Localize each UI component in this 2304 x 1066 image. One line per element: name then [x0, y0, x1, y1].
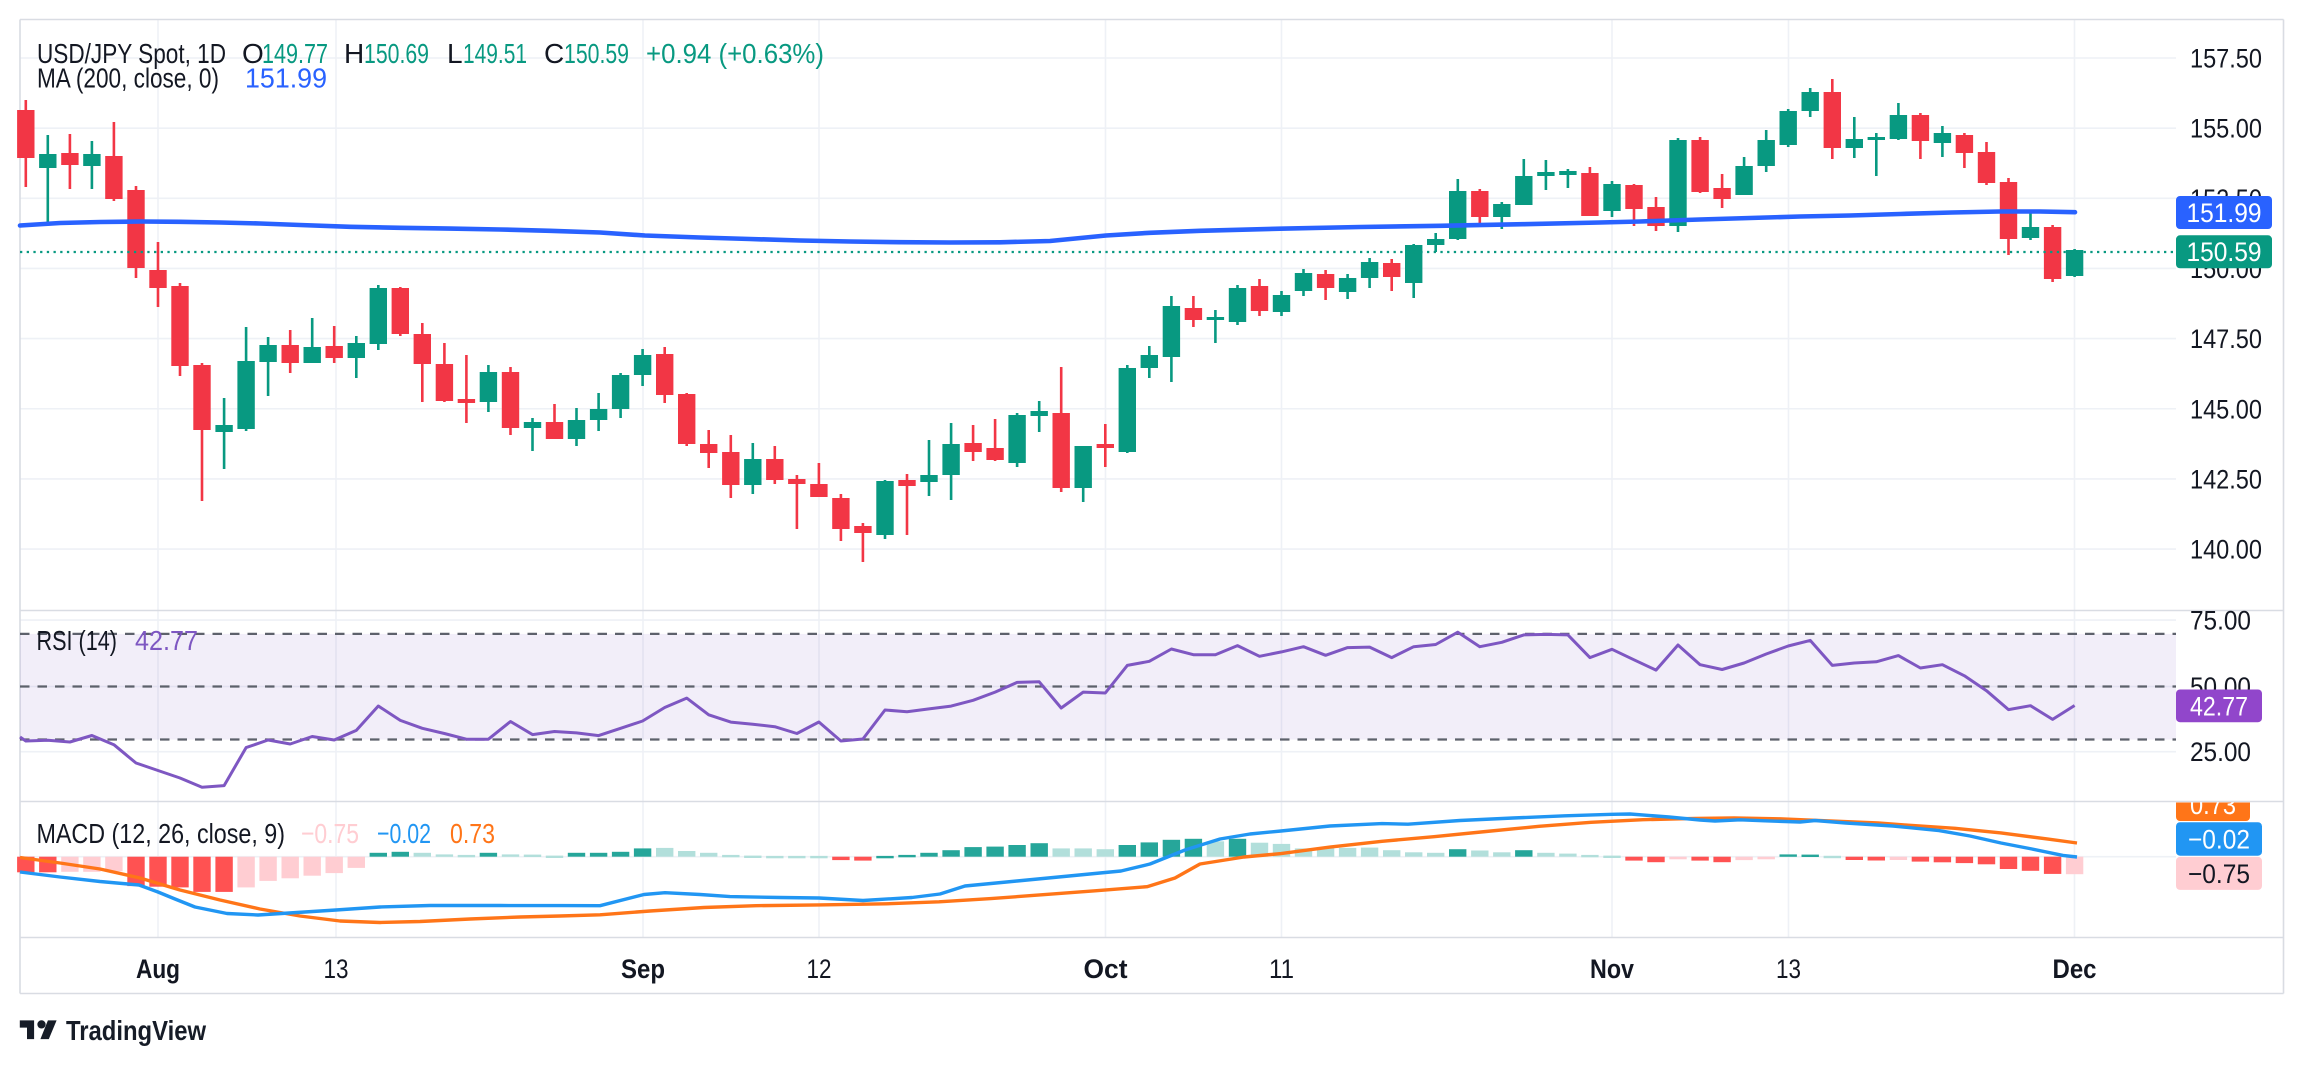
svg-text:25.00: 25.00 [2190, 737, 2251, 767]
svg-text:−0.75: −0.75 [2188, 859, 2250, 889]
svg-text:MACD (12, 26, close, 9): MACD (12, 26, close, 9) [37, 818, 286, 849]
svg-text:150.59: 150.59 [2187, 237, 2262, 267]
svg-text:L: L [447, 38, 463, 69]
svg-text:12: 12 [807, 954, 832, 984]
svg-text:Sep: Sep [621, 954, 665, 984]
svg-text:RSI (14): RSI (14) [37, 625, 118, 656]
svg-text:H: H [344, 38, 364, 69]
svg-text:149.51: 149.51 [463, 38, 527, 69]
svg-text:Nov: Nov [1590, 954, 1634, 984]
svg-text:150.59: 150.59 [564, 38, 629, 69]
svg-text:42.77: 42.77 [135, 625, 198, 656]
svg-text:TradingView: TradingView [66, 1015, 206, 1046]
svg-text:Oct: Oct [1084, 954, 1128, 984]
svg-text:MA (200, close, 0): MA (200, close, 0) [37, 63, 219, 94]
svg-text:0.73: 0.73 [2190, 790, 2236, 820]
svg-text:149.77: 149.77 [262, 38, 328, 69]
svg-text:O: O [242, 38, 264, 69]
svg-text:USD/JPY Spot, 1D: USD/JPY Spot, 1D [37, 38, 226, 69]
svg-text:75.00: 75.00 [2190, 606, 2251, 636]
svg-text:42.77: 42.77 [2190, 691, 2248, 721]
svg-text:Dec: Dec [2053, 954, 2097, 984]
svg-text:157.50: 157.50 [2190, 44, 2262, 74]
svg-text:C: C [544, 38, 564, 69]
svg-text:151.99: 151.99 [2187, 198, 2262, 228]
svg-text:13: 13 [324, 954, 349, 984]
svg-text:155.00: 155.00 [2190, 114, 2262, 144]
svg-text:13: 13 [1776, 954, 1801, 984]
svg-text:−0.02: −0.02 [2188, 824, 2250, 854]
svg-text:−0.02: −0.02 [377, 818, 431, 849]
svg-text:142.50: 142.50 [2190, 464, 2262, 494]
svg-text:−0.75: −0.75 [301, 818, 359, 849]
svg-text:145.00: 145.00 [2190, 394, 2262, 424]
svg-text:11: 11 [1269, 954, 1294, 984]
svg-text:140.00: 140.00 [2190, 535, 2262, 565]
svg-text:151.99: 151.99 [245, 63, 327, 94]
svg-text:0.73: 0.73 [450, 818, 495, 849]
svg-text:+0.94 (+0.63%): +0.94 (+0.63%) [646, 38, 824, 69]
svg-text:Aug: Aug [136, 954, 180, 984]
svg-text:150.69: 150.69 [364, 38, 429, 69]
svg-text:147.50: 147.50 [2190, 324, 2262, 354]
